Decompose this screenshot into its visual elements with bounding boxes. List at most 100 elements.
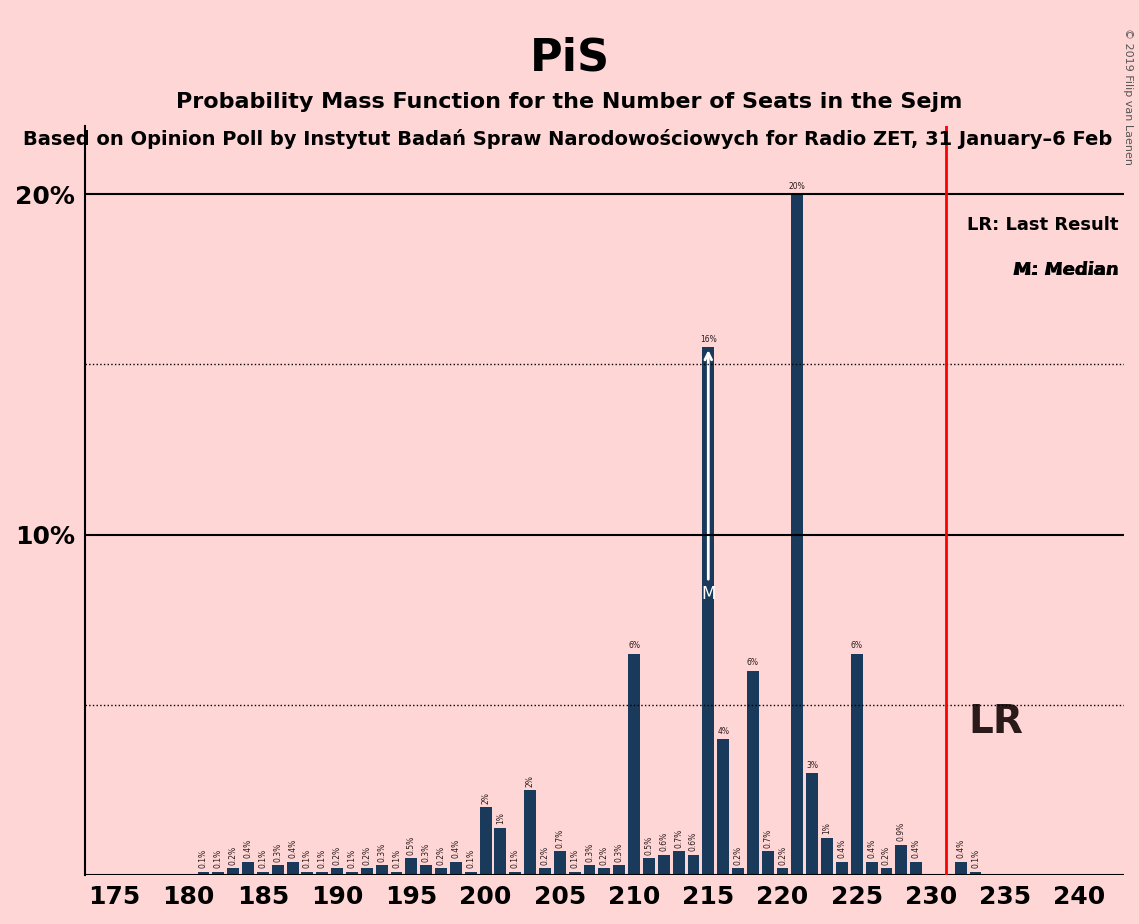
Text: 20%: 20% — [789, 182, 805, 190]
Text: 0.2%: 0.2% — [882, 846, 891, 865]
Text: 6%: 6% — [851, 641, 862, 650]
Text: 0.6%: 0.6% — [689, 833, 698, 851]
Bar — [718, 739, 729, 875]
Text: PiS: PiS — [530, 37, 609, 80]
Text: 2%: 2% — [525, 775, 534, 786]
Bar — [792, 194, 803, 875]
Bar — [450, 862, 461, 875]
Text: 0.2%: 0.2% — [541, 846, 549, 865]
Text: M: Median: M: Median — [1014, 261, 1118, 279]
Text: 0.3%: 0.3% — [421, 843, 431, 862]
Text: 0.2%: 0.2% — [436, 846, 445, 865]
Text: Probability Mass Function for the Number of Seats in the Sejm: Probability Mass Function for the Number… — [177, 92, 962, 113]
Bar — [969, 872, 982, 875]
Bar — [272, 865, 284, 875]
Text: 0.4%: 0.4% — [867, 839, 876, 858]
Bar — [613, 865, 625, 875]
Bar — [598, 869, 611, 875]
Text: 0.4%: 0.4% — [837, 839, 846, 858]
Text: 0.1%: 0.1% — [318, 849, 327, 869]
Bar — [331, 869, 343, 875]
Text: 0.1%: 0.1% — [392, 849, 401, 869]
Text: Based on Opinion Poll by Instytut Badań Spraw Narodowościowych for Radio ZET, 31: Based on Opinion Poll by Instytut Badań … — [23, 129, 1112, 150]
Text: 0.2%: 0.2% — [734, 846, 743, 865]
Bar — [836, 862, 847, 875]
Bar — [628, 654, 640, 875]
Text: 0.1%: 0.1% — [466, 849, 475, 869]
Bar — [910, 862, 923, 875]
Bar — [243, 862, 254, 875]
Bar — [480, 808, 492, 875]
Bar — [376, 865, 387, 875]
Bar — [420, 865, 432, 875]
Text: 0.7%: 0.7% — [556, 829, 564, 848]
Text: LR: LR — [968, 703, 1023, 741]
Bar — [435, 869, 446, 875]
Text: 0.1%: 0.1% — [347, 849, 357, 869]
Text: 0.4%: 0.4% — [288, 839, 297, 858]
Bar — [287, 862, 298, 875]
Bar — [197, 872, 210, 875]
Bar — [228, 869, 239, 875]
Text: 0.3%: 0.3% — [615, 843, 624, 862]
Text: M: Median: M: Median — [1014, 261, 1118, 279]
Bar — [851, 654, 862, 875]
Bar — [777, 869, 788, 875]
Bar — [346, 872, 358, 875]
Text: 0.1%: 0.1% — [571, 849, 579, 869]
Text: 0.3%: 0.3% — [273, 843, 282, 862]
Bar — [509, 872, 522, 875]
Bar — [821, 838, 833, 875]
Text: M: M — [702, 353, 715, 602]
Text: 0.7%: 0.7% — [763, 829, 772, 848]
Text: 0.7%: 0.7% — [674, 829, 683, 848]
Text: 0.4%: 0.4% — [451, 839, 460, 858]
Text: 0.1%: 0.1% — [972, 849, 980, 869]
Bar — [806, 773, 818, 875]
Text: 0.1%: 0.1% — [214, 849, 223, 869]
Bar — [212, 872, 224, 875]
Bar — [703, 347, 714, 875]
Text: 0.2%: 0.2% — [362, 846, 371, 865]
Text: 0.4%: 0.4% — [244, 839, 253, 858]
Text: 0.2%: 0.2% — [333, 846, 342, 865]
Bar — [539, 869, 551, 875]
Text: 0.4%: 0.4% — [956, 839, 965, 858]
Text: 0.1%: 0.1% — [259, 849, 268, 869]
Text: 6%: 6% — [747, 659, 759, 667]
Bar — [524, 790, 536, 875]
Bar — [405, 858, 417, 875]
Bar — [494, 828, 507, 875]
Bar — [361, 869, 372, 875]
Bar — [688, 855, 699, 875]
Bar — [866, 862, 877, 875]
Text: © 2019 Filip van Laenen: © 2019 Filip van Laenen — [1123, 28, 1133, 164]
Bar — [954, 862, 967, 875]
Bar — [465, 872, 477, 875]
Text: 0.4%: 0.4% — [911, 839, 920, 858]
Bar — [583, 865, 596, 875]
Text: 0.9%: 0.9% — [896, 822, 906, 841]
Bar — [257, 872, 269, 875]
Text: 0.2%: 0.2% — [778, 846, 787, 865]
Text: 2%: 2% — [481, 792, 490, 804]
Text: 0.5%: 0.5% — [407, 835, 416, 855]
Bar — [568, 872, 581, 875]
Text: 0.1%: 0.1% — [510, 849, 519, 869]
Bar — [317, 872, 328, 875]
Text: 0.6%: 0.6% — [659, 833, 669, 851]
Bar — [658, 855, 670, 875]
Text: 1%: 1% — [495, 812, 505, 824]
Text: 0.3%: 0.3% — [377, 843, 386, 862]
Bar — [673, 851, 685, 875]
Text: 0.3%: 0.3% — [585, 843, 595, 862]
Text: 3%: 3% — [806, 760, 818, 770]
Text: 0.2%: 0.2% — [600, 846, 609, 865]
Text: 16%: 16% — [699, 334, 716, 344]
Text: 1%: 1% — [822, 822, 831, 834]
Bar — [895, 845, 908, 875]
Bar — [732, 869, 744, 875]
Bar — [642, 858, 655, 875]
Text: LR: Last Result: LR: Last Result — [967, 216, 1118, 234]
Text: 6%: 6% — [628, 641, 640, 650]
